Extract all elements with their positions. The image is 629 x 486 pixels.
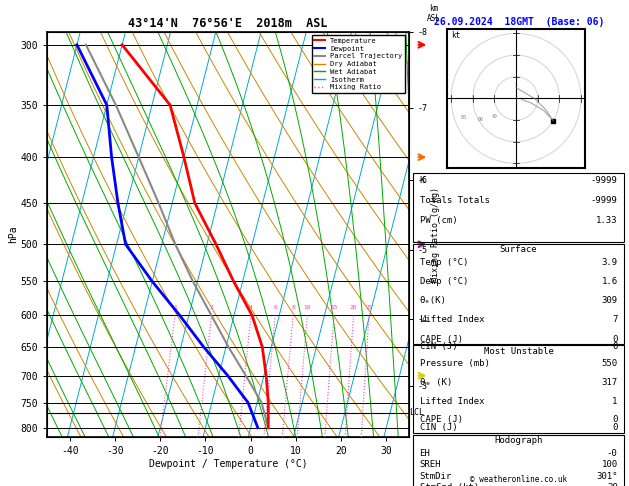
Text: 317: 317: [601, 378, 618, 387]
Text: © weatheronline.co.uk: © weatheronline.co.uk: [470, 474, 567, 484]
X-axis label: Dewpoint / Temperature (°C): Dewpoint / Temperature (°C): [148, 459, 308, 469]
Text: K: K: [420, 175, 425, 185]
Text: km
ASL: km ASL: [427, 4, 441, 23]
Title: 43°14'N  76°56'E  2018m  ASL: 43°14'N 76°56'E 2018m ASL: [128, 17, 328, 31]
Text: CIN (J): CIN (J): [420, 423, 457, 432]
Text: -9999: -9999: [591, 175, 618, 185]
Text: θₑ (K): θₑ (K): [420, 378, 452, 387]
Legend: Temperature, Dewpoint, Parcel Trajectory, Dry Adiabat, Wet Adiabat, Isotherm, Mi: Temperature, Dewpoint, Parcel Trajectory…: [311, 35, 405, 93]
Text: EH: EH: [420, 449, 430, 458]
Text: θₑ(K): θₑ(K): [420, 296, 447, 305]
Text: 550: 550: [601, 359, 618, 368]
Text: Temp (°C): Temp (°C): [420, 258, 468, 267]
Bar: [413, 435, 624, 486]
Text: 1: 1: [612, 397, 618, 406]
Text: PW (cm): PW (cm): [420, 216, 457, 226]
Text: 1.33: 1.33: [596, 216, 618, 226]
Bar: [413, 346, 624, 434]
Text: SREH: SREH: [420, 460, 441, 469]
Text: 100: 100: [601, 460, 618, 469]
Text: 1.6: 1.6: [601, 277, 618, 286]
Text: kt: kt: [451, 31, 460, 40]
Y-axis label: hPa: hPa: [8, 226, 18, 243]
Text: Lifted Index: Lifted Index: [420, 397, 484, 406]
Text: Pressure (mb): Pressure (mb): [420, 359, 489, 368]
Text: CAPE (J): CAPE (J): [420, 416, 462, 424]
Text: 0: 0: [612, 342, 618, 351]
Text: 7: 7: [612, 315, 618, 325]
Text: StmSpd (kt): StmSpd (kt): [420, 483, 479, 486]
Text: 3.9: 3.9: [601, 258, 618, 267]
Text: 40: 40: [492, 114, 498, 119]
Text: 20: 20: [350, 305, 357, 310]
Y-axis label: Mixing Ratio (g/kg): Mixing Ratio (g/kg): [431, 187, 440, 282]
Text: -9999: -9999: [591, 196, 618, 205]
Bar: [413, 243, 624, 344]
Text: 0: 0: [612, 334, 618, 344]
Text: 0: 0: [612, 416, 618, 424]
Text: 80: 80: [461, 115, 467, 120]
Text: 2: 2: [210, 305, 214, 310]
Text: CIN (J): CIN (J): [420, 342, 457, 351]
Text: 1: 1: [174, 305, 177, 310]
Text: 6: 6: [274, 305, 277, 310]
Text: 8: 8: [291, 305, 295, 310]
Bar: [413, 173, 624, 242]
Text: CAPE (J): CAPE (J): [420, 334, 462, 344]
Text: Lifted Index: Lifted Index: [420, 315, 484, 325]
Text: Surface: Surface: [500, 245, 537, 254]
Text: 4: 4: [249, 305, 253, 310]
Text: Totals Totals: Totals Totals: [420, 196, 489, 205]
Text: 15: 15: [330, 305, 338, 310]
Text: Dewp (°C): Dewp (°C): [420, 277, 468, 286]
Text: 0: 0: [612, 423, 618, 432]
Text: 10: 10: [304, 305, 311, 310]
Text: StmDir: StmDir: [420, 471, 452, 481]
Text: 301°: 301°: [596, 471, 618, 481]
Text: 20: 20: [607, 483, 618, 486]
Text: 25: 25: [365, 305, 373, 310]
Text: 26.09.2024  18GMT  (Base: 06): 26.09.2024 18GMT (Base: 06): [434, 17, 604, 27]
Text: Hodograph: Hodograph: [494, 436, 543, 445]
Text: 60: 60: [477, 117, 483, 122]
Text: 309: 309: [601, 296, 618, 305]
Text: -0: -0: [607, 449, 618, 458]
Text: Most Unstable: Most Unstable: [484, 347, 554, 356]
Text: LCL: LCL: [409, 408, 425, 417]
